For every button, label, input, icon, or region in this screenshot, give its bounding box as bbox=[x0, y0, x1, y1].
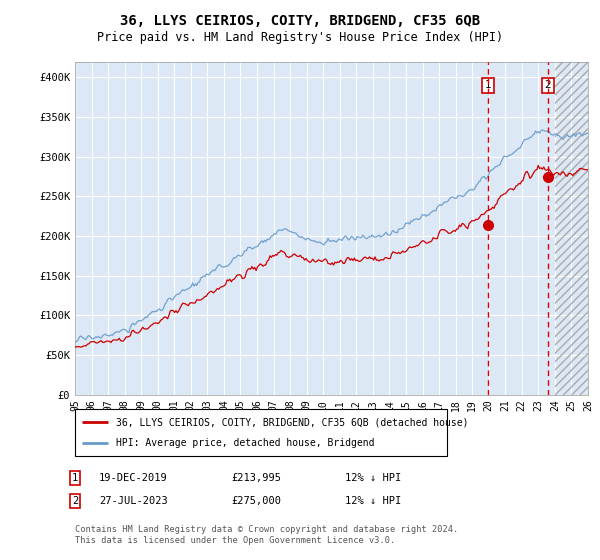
Text: £275,000: £275,000 bbox=[231, 496, 281, 506]
Text: 12% ↓ HPI: 12% ↓ HPI bbox=[345, 473, 401, 483]
Text: 12% ↓ HPI: 12% ↓ HPI bbox=[345, 496, 401, 506]
Text: £213,995: £213,995 bbox=[231, 473, 281, 483]
Bar bbox=[555, 62, 588, 395]
Text: Contains HM Land Registry data © Crown copyright and database right 2024.
This d: Contains HM Land Registry data © Crown c… bbox=[75, 525, 458, 545]
Text: 36, LLYS CEIRIOS, COITY, BRIDGEND, CF35 6QB (detached house): 36, LLYS CEIRIOS, COITY, BRIDGEND, CF35 … bbox=[116, 417, 469, 427]
Text: 36, LLYS CEIRIOS, COITY, BRIDGEND, CF35 6QB: 36, LLYS CEIRIOS, COITY, BRIDGEND, CF35 … bbox=[120, 14, 480, 28]
Text: 2: 2 bbox=[544, 81, 551, 90]
Text: 27-JUL-2023: 27-JUL-2023 bbox=[99, 496, 168, 506]
FancyBboxPatch shape bbox=[75, 409, 447, 456]
Text: 1: 1 bbox=[485, 81, 491, 90]
Bar bbox=[488, 62, 548, 395]
Text: HPI: Average price, detached house, Bridgend: HPI: Average price, detached house, Brid… bbox=[116, 438, 374, 448]
Text: 1: 1 bbox=[72, 473, 78, 483]
Text: 19-DEC-2019: 19-DEC-2019 bbox=[99, 473, 168, 483]
Bar bbox=[555, 62, 588, 395]
Text: 2: 2 bbox=[72, 496, 78, 506]
Text: Price paid vs. HM Land Registry's House Price Index (HPI): Price paid vs. HM Land Registry's House … bbox=[97, 31, 503, 44]
